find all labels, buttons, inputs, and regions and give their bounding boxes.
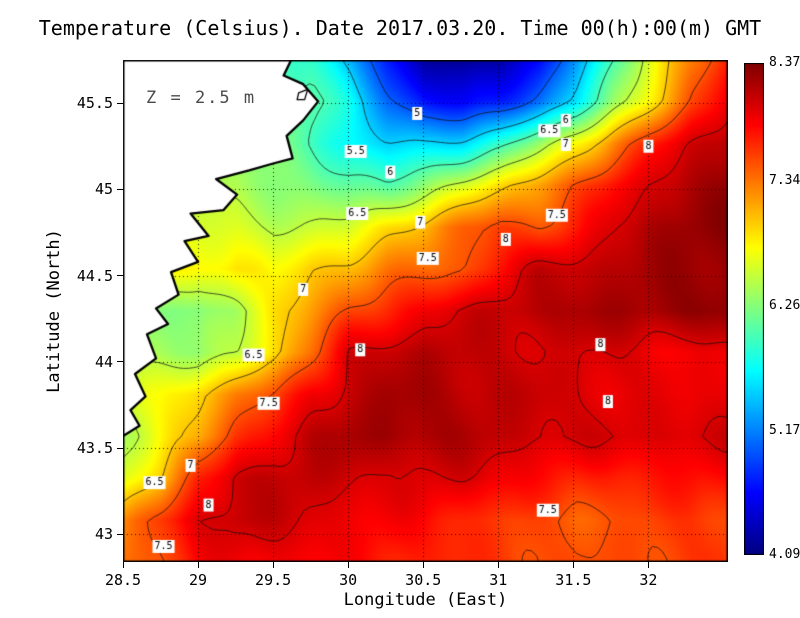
y-tick	[117, 361, 123, 363]
x-tick	[272, 562, 274, 568]
y-tick-label: 43.5	[76, 439, 113, 458]
x-tick-label: 30.5	[405, 571, 442, 589]
x-tick	[422, 562, 424, 568]
y-tick	[117, 447, 123, 449]
x-tick	[122, 562, 124, 568]
x-tick-label: 28.5	[104, 571, 142, 589]
x-tick	[647, 562, 649, 568]
colorbar	[744, 63, 764, 555]
colorbar-tick-label: 6.26	[769, 297, 800, 313]
y-tick-label: 44.5	[76, 266, 113, 285]
y-tick-label: 43	[94, 525, 113, 544]
x-tick	[347, 562, 349, 568]
x-tick-label: 32	[639, 571, 658, 589]
y-tick-label: 45.5	[76, 94, 113, 113]
x-tick	[497, 562, 499, 568]
y-tick-label: 45	[94, 180, 113, 199]
x-tick	[197, 562, 199, 568]
y-tick	[117, 188, 123, 190]
x-tick	[572, 562, 574, 568]
depth-annotation: Z = 2.5 m	[146, 88, 257, 108]
x-axis-label: Longitude (East)	[343, 590, 508, 610]
y-tick	[117, 275, 123, 277]
temperature-map-canvas	[123, 60, 728, 562]
chart-title: Temperature (Celsius). Date 2017.03.20. …	[38, 16, 762, 40]
x-tick-label: 29.5	[255, 571, 292, 589]
colorbar-tick-label: 4.09	[769, 547, 800, 562]
x-tick-label: 31	[489, 571, 508, 589]
y-tick	[117, 533, 123, 535]
x-tick-label: 31.5	[555, 571, 592, 589]
y-axis-label: Latitude (North)	[44, 229, 64, 393]
colorbar-tick-label: 8.37	[769, 55, 800, 70]
x-tick-label: 30	[339, 571, 358, 589]
colorbar-tick-label: 5.17	[769, 422, 800, 438]
colorbar-tick-label: 7.34	[769, 173, 800, 189]
y-tick-label: 44	[94, 352, 113, 371]
x-tick-label: 29	[189, 571, 208, 589]
y-tick	[117, 102, 123, 104]
